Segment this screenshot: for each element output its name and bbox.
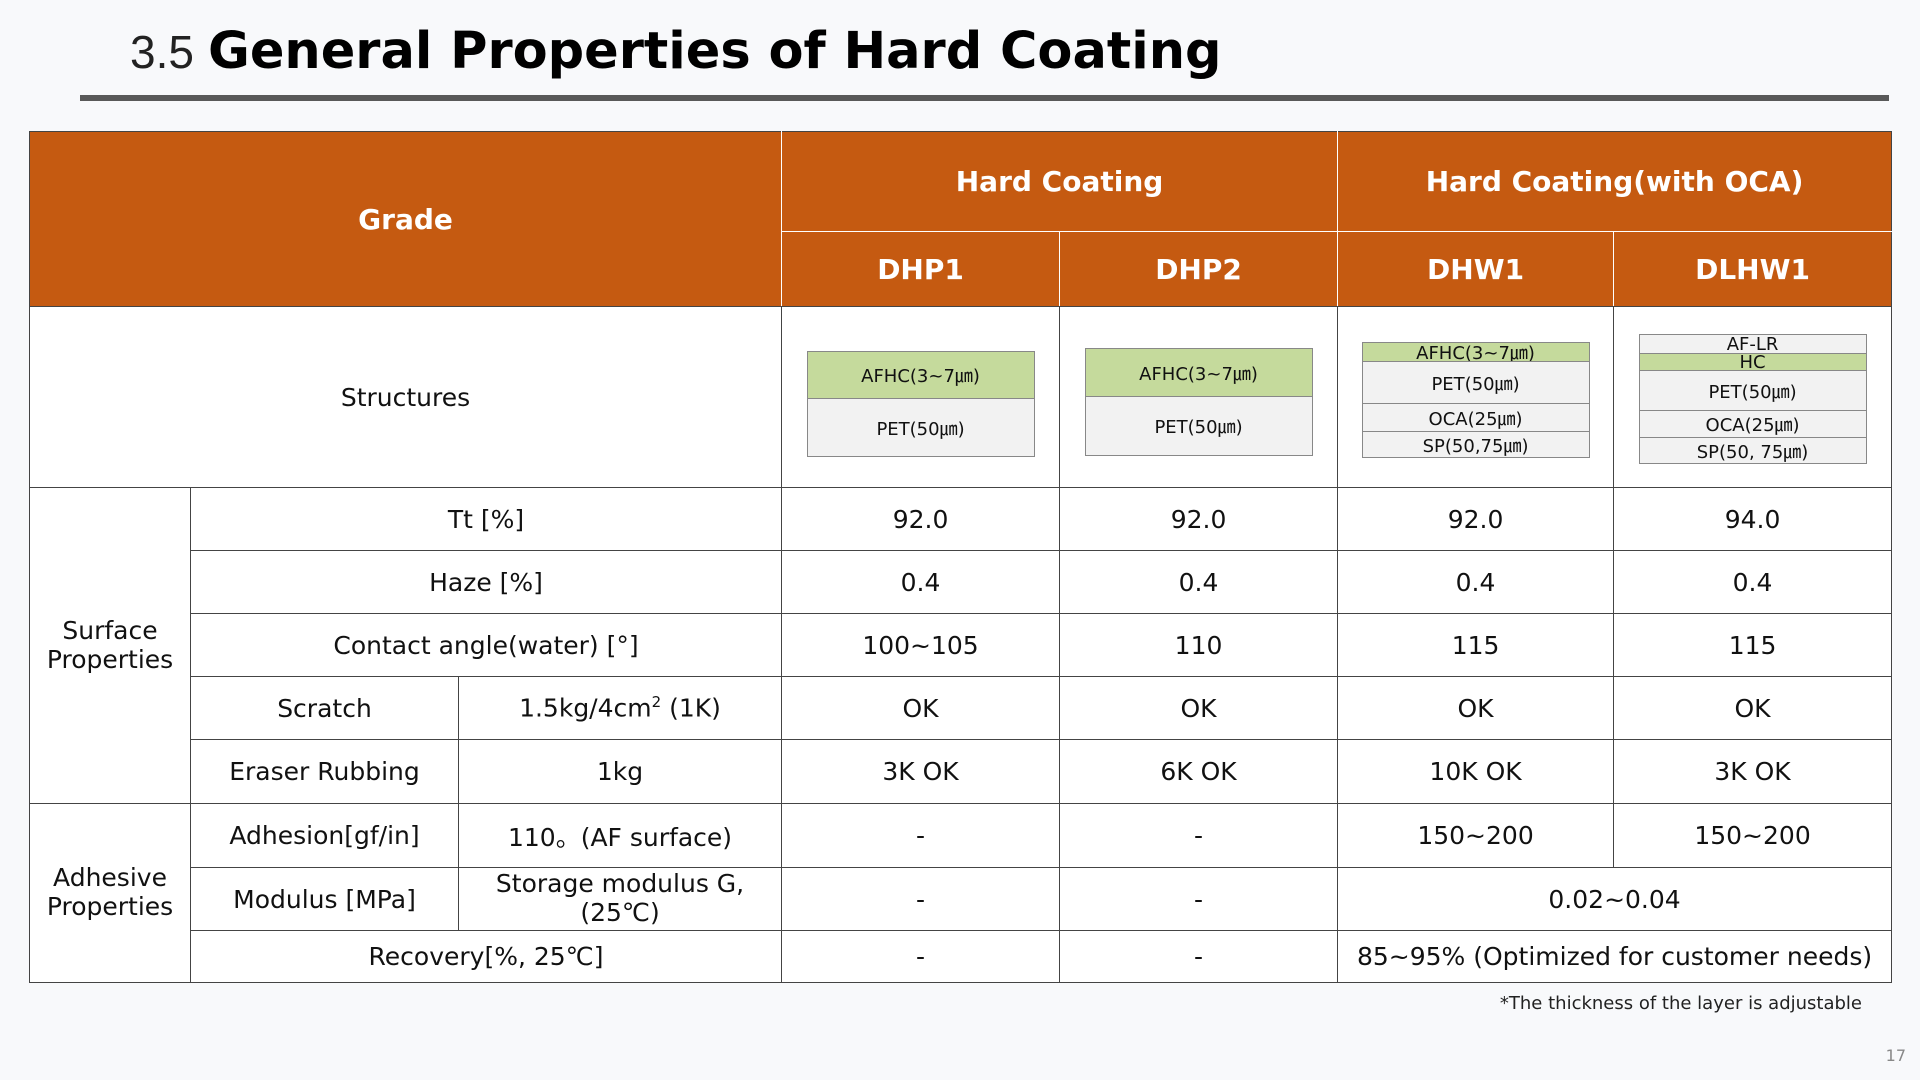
layer-afhc: AFHC(3~7㎛) xyxy=(1362,343,1589,364)
surface-properties-label: Surface Properties xyxy=(29,487,191,804)
layer-af-lr: AF-LR xyxy=(1639,334,1866,355)
recovery-label: Recovery[%, 25℃] xyxy=(189,930,783,983)
layer-pet: PET(50㎛) xyxy=(1639,370,1866,410)
structure-dhp2: AFHC(3~7㎛) PET(50㎛) xyxy=(1059,306,1339,488)
grade-dlhw1: DLHW1 xyxy=(1613,231,1893,307)
slide-title: 3.5 General Properties of Hard Coating xyxy=(130,22,1222,92)
layer-oca: OCA(25㎛) xyxy=(1639,410,1866,437)
adhesion-label: Adhesion[gf/in] xyxy=(190,803,459,868)
page-number: 17 xyxy=(1885,1046,1906,1065)
structure-dhp1: AFHC(3~7㎛) PET(50㎛) xyxy=(781,306,1061,488)
structure-dlhw1: AF-LR HC PET(50㎛) OCA(25㎛) SP(50, 75㎛) xyxy=(1613,306,1893,488)
structures-row: Structures AFHC(3~7㎛) PET(50㎛) AFHC(3~7㎛… xyxy=(28,306,1893,488)
scratch-label: Scratch xyxy=(190,676,459,740)
title-divider xyxy=(80,95,1889,101)
layer-pet: PET(50㎛) xyxy=(1085,396,1312,455)
layer-afhc: AFHC(3~7㎛) xyxy=(807,352,1034,398)
structure-dhw1: AFHC(3~7㎛) PET(50㎛) OCA(25㎛) SP(50,75㎛) xyxy=(1337,306,1615,488)
table-row-haze: Haze [%] 0.4 0.4 0.4 0.4 xyxy=(30,550,1893,614)
contact-angle-label: Contact angle(water) [°] xyxy=(189,613,783,677)
structures-label: Structures xyxy=(28,306,783,488)
layer-afhc: AFHC(3~7㎛) xyxy=(1085,349,1312,396)
modulus-merged-value: 0.02~0.04 xyxy=(1337,867,1893,931)
eraser-label: Eraser Rubbing xyxy=(190,739,459,804)
table-row-recovery: Recovery[%, 25℃] - - 85~95% (Optimized f… xyxy=(30,930,1893,983)
layer-sp: SP(50, 75㎛) xyxy=(1639,437,1866,463)
layer-pet: PET(50㎛) xyxy=(807,398,1034,456)
table-row-eraser: Eraser Rubbing 1kg 3K OK 6K OK 10K OK 3K… xyxy=(30,739,1893,804)
grade-dhw1: DHW1 xyxy=(1337,231,1615,307)
adhesion-condition: 110。(AF surface) xyxy=(457,803,783,868)
title-text: General Properties of Hard Coating xyxy=(207,22,1222,81)
grade-header: Grade xyxy=(28,131,783,307)
scratch-condition: 1.5kg/4cm2 (1K) xyxy=(457,676,783,740)
layer-hc: HC xyxy=(1639,352,1866,373)
haze-label: Haze [%] xyxy=(189,550,783,614)
table-row-contact-angle: Contact angle(water) [°] 100~105 110 115… xyxy=(30,613,1893,677)
eraser-condition: 1kg xyxy=(457,739,783,804)
properties-table: Grade Hard Coating Hard Coating(with OCA… xyxy=(28,131,1893,983)
section-number: 3.5 xyxy=(130,26,194,78)
layer-sp: SP(50,75㎛) xyxy=(1362,431,1589,457)
adhesive-properties-label: Adhesive Properties xyxy=(29,803,191,983)
table-row-scratch: Scratch 1.5kg/4cm2 (1K) OK OK OK OK xyxy=(30,676,1893,740)
footnote: *The thickness of the layer is adjustabl… xyxy=(1499,993,1862,1014)
tt-label: Tt [%] xyxy=(189,487,783,551)
group-hard-coating-oca: Hard Coating(with OCA) xyxy=(1337,131,1893,232)
table-row-adhesion: Adhesive Properties Adhesion[gf/in] 110。… xyxy=(29,803,1893,983)
layer-pet: PET(50㎛) xyxy=(1362,361,1589,403)
layer-oca: OCA(25㎛) xyxy=(1362,403,1589,431)
recovery-merged-value: 85~95% (Optimized for customer needs) xyxy=(1337,930,1893,983)
grade-dhp2: DHP2 xyxy=(1059,231,1339,307)
table-row-tt: Surface Properties Tt [%] 92.0 92.0 92.0… xyxy=(29,487,1893,804)
modulus-condition: Storage modulus G, (25℃) xyxy=(457,867,783,931)
group-hard-coating: Hard Coating xyxy=(781,131,1339,232)
table-row-modulus: Modulus [MPa] Storage modulus G, (25℃) -… xyxy=(30,867,1893,931)
modulus-label: Modulus [MPa] xyxy=(190,867,459,931)
grade-dhp1: DHP1 xyxy=(781,231,1061,307)
